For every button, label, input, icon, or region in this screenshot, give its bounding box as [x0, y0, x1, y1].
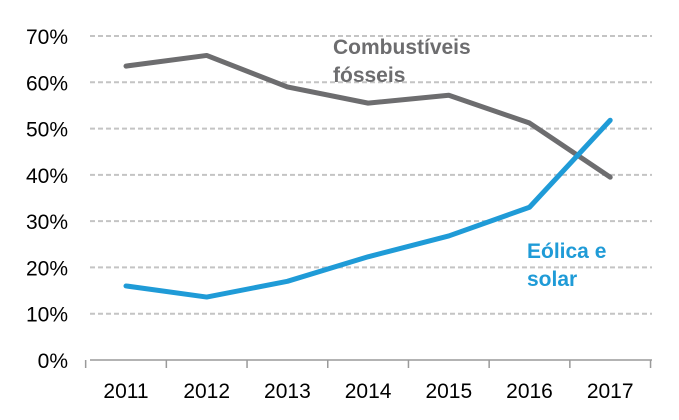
series-label-fossil-fuels: Combustíveis fósseis	[333, 36, 471, 87]
y-tick-label: 50%	[26, 119, 68, 142]
series-line-fossil-fuels	[123, 52, 613, 180]
series-label-wind-solar: Eólica e solar	[527, 240, 606, 291]
x-tick-label: 2015	[425, 380, 472, 403]
x-axis	[84, 359, 652, 368]
x-tick-label: 2014	[345, 380, 392, 403]
series-label-line: Combustíveis	[333, 36, 471, 59]
y-tick-label: 60%	[26, 72, 68, 95]
y-tick-label: 40%	[26, 165, 68, 188]
y-tick-label: 70%	[26, 26, 68, 49]
x-axis-tick-labels: 2011 2012 2013 2014 2015 2016 2017	[103, 380, 633, 403]
x-tick-label: 2017	[587, 380, 634, 403]
series-line-wind-solar	[123, 117, 613, 300]
series-label-line: solar	[527, 268, 577, 291]
y-tick-label: 10%	[26, 304, 68, 327]
y-tick-label: 20%	[26, 257, 68, 280]
x-tick-label: 2011	[103, 380, 148, 403]
y-axis: 0% 10% 20% 30% 40% 50% 60% 70%	[26, 26, 68, 373]
series-labels: Combustíveis fósseis Eólica e solar	[333, 36, 606, 291]
x-tick-label: 2012	[183, 380, 230, 403]
y-tick-label: 0%	[38, 350, 68, 373]
x-tick-label: 2016	[506, 380, 553, 403]
y-tick-label: 30%	[26, 211, 68, 234]
series-lines	[123, 52, 613, 300]
x-tick-label: 2013	[264, 380, 311, 403]
series-label-line: Eólica e	[527, 240, 606, 263]
series-label-line: fósseis	[333, 64, 405, 87]
